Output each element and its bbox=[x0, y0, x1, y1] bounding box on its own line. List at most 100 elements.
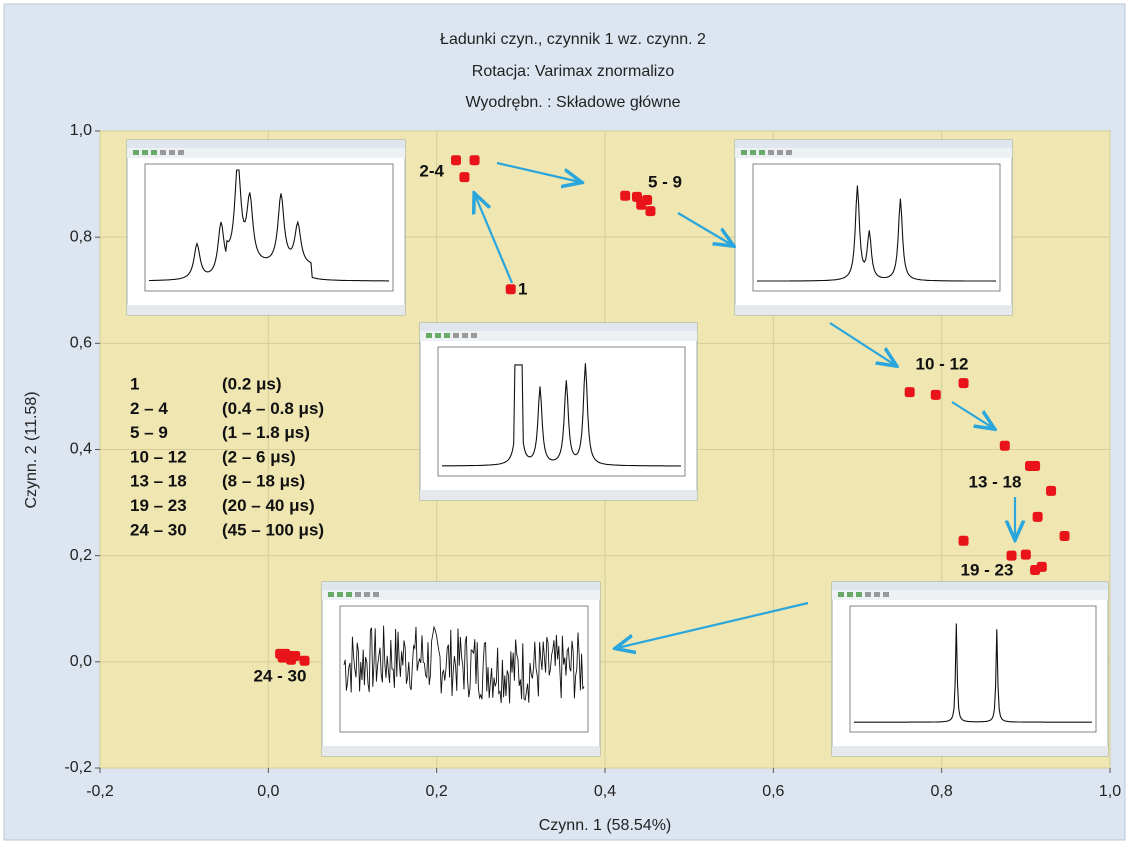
x-axis-label: Czynn. 1 (58.54%) bbox=[539, 817, 672, 834]
window-toolbar bbox=[322, 590, 600, 600]
point bbox=[645, 206, 656, 217]
inset-spectrum bbox=[442, 363, 681, 467]
toolbar-button bbox=[355, 592, 361, 597]
chart-subtitle: Rotacja: Varimax znormalizo bbox=[472, 63, 675, 80]
window-toolbar bbox=[735, 148, 1012, 158]
toolbar-button bbox=[364, 592, 370, 597]
point bbox=[459, 172, 470, 183]
toolbar-button bbox=[786, 150, 792, 155]
inset-screenshot bbox=[321, 581, 601, 757]
key-range: 24 – 30 bbox=[130, 520, 187, 539]
point bbox=[1020, 549, 1031, 560]
y-tick-label: 0,0 bbox=[70, 653, 92, 670]
toolbar-button bbox=[471, 333, 477, 338]
window-toolbar bbox=[420, 331, 697, 341]
point bbox=[1059, 531, 1070, 542]
point bbox=[1006, 550, 1017, 561]
toolbar-button bbox=[856, 592, 862, 597]
key-duration: (2 – 6 μs) bbox=[222, 447, 296, 466]
toolbar-button bbox=[750, 150, 756, 155]
window-titlebar bbox=[832, 582, 1108, 590]
inset-screenshot bbox=[126, 139, 406, 316]
cluster-label: 5 - 9 bbox=[648, 172, 682, 191]
cluster-label: 19 - 23 bbox=[961, 560, 1014, 579]
point bbox=[277, 652, 288, 663]
window-titlebar bbox=[322, 582, 600, 590]
inset-screenshot bbox=[734, 139, 1013, 316]
window-titlebar bbox=[735, 140, 1012, 148]
toolbar-button bbox=[883, 592, 889, 597]
point bbox=[636, 199, 647, 210]
cluster-label: 2-4 bbox=[419, 161, 444, 180]
window-titlebar bbox=[420, 323, 697, 331]
toolbar-button bbox=[444, 333, 450, 338]
x-tick-label: 0,4 bbox=[594, 783, 616, 800]
arrow bbox=[951, 401, 993, 428]
toolbar-button bbox=[847, 592, 853, 597]
toolbar-button bbox=[337, 592, 343, 597]
point bbox=[505, 284, 516, 295]
window-toolbar bbox=[832, 590, 1108, 600]
inset-plot bbox=[144, 163, 394, 292]
toolbar-button bbox=[777, 150, 783, 155]
window-statusbar bbox=[322, 746, 600, 756]
y-axis-label: Czynn. 2 (11.58) bbox=[23, 391, 40, 508]
toolbar-button bbox=[373, 592, 379, 597]
toolbar-button bbox=[178, 150, 184, 155]
point bbox=[631, 191, 642, 202]
x-tick-label: 0,8 bbox=[931, 783, 953, 800]
key-duration: (20 – 40 μs) bbox=[222, 496, 315, 515]
y-tick-label: 0,4 bbox=[70, 441, 92, 458]
inset-spectrum bbox=[343, 625, 585, 704]
arrows bbox=[475, 161, 1015, 648]
key-range: 5 – 9 bbox=[130, 423, 168, 442]
toolbar-button bbox=[346, 592, 352, 597]
toolbar-button bbox=[462, 333, 468, 338]
inset-spectrum bbox=[854, 623, 1092, 723]
key-duration: (0.2 μs) bbox=[222, 374, 282, 393]
toolbar-button bbox=[759, 150, 765, 155]
point bbox=[620, 190, 631, 201]
key-range: 13 – 18 bbox=[130, 472, 187, 491]
point bbox=[958, 535, 969, 546]
toolbar-button bbox=[328, 592, 334, 597]
x-tick-label: 0,0 bbox=[257, 783, 279, 800]
toolbar-button bbox=[768, 150, 774, 155]
toolbar-button bbox=[142, 150, 148, 155]
toolbar-button bbox=[838, 592, 844, 597]
cluster-label: 1 bbox=[518, 279, 527, 298]
point bbox=[451, 155, 462, 166]
key-range: 1 bbox=[130, 374, 139, 393]
key-range: 19 – 23 bbox=[130, 496, 187, 515]
y-tick-label: 1,0 bbox=[70, 122, 92, 139]
point bbox=[286, 654, 297, 665]
toolbar-button bbox=[426, 333, 432, 338]
key-duration: (8 – 18 μs) bbox=[222, 472, 305, 491]
toolbar-button bbox=[169, 150, 175, 155]
toolbar-button bbox=[741, 150, 747, 155]
inset-spectrum bbox=[757, 185, 996, 282]
arrow bbox=[617, 601, 809, 648]
y-tick-label: 0,2 bbox=[70, 547, 92, 564]
inset-plot bbox=[752, 163, 1001, 292]
y-tick-label: 0,8 bbox=[70, 228, 92, 245]
key-duration: (1 – 1.8 μs) bbox=[222, 423, 310, 442]
chart-title: Ładunki czyn., czynnik 1 wz. czynn. 2 bbox=[440, 31, 706, 48]
point bbox=[930, 389, 941, 400]
point bbox=[999, 440, 1010, 451]
point bbox=[1030, 460, 1041, 471]
window-statusbar bbox=[127, 305, 405, 315]
toolbar-button bbox=[874, 592, 880, 597]
point bbox=[1046, 485, 1057, 496]
cluster-label: 13 - 18 bbox=[969, 472, 1022, 491]
x-tick-label: -0,2 bbox=[86, 783, 114, 800]
point bbox=[1032, 511, 1043, 522]
chart-subtitle: Wyodrębn. : Składowe główne bbox=[465, 94, 680, 111]
window-statusbar bbox=[420, 490, 697, 500]
key-duration: (45 – 100 μs) bbox=[222, 520, 324, 539]
inset-plot bbox=[437, 346, 686, 477]
x-tick-label: 0,6 bbox=[762, 783, 784, 800]
window-statusbar bbox=[735, 305, 1012, 315]
arrow bbox=[475, 195, 514, 284]
